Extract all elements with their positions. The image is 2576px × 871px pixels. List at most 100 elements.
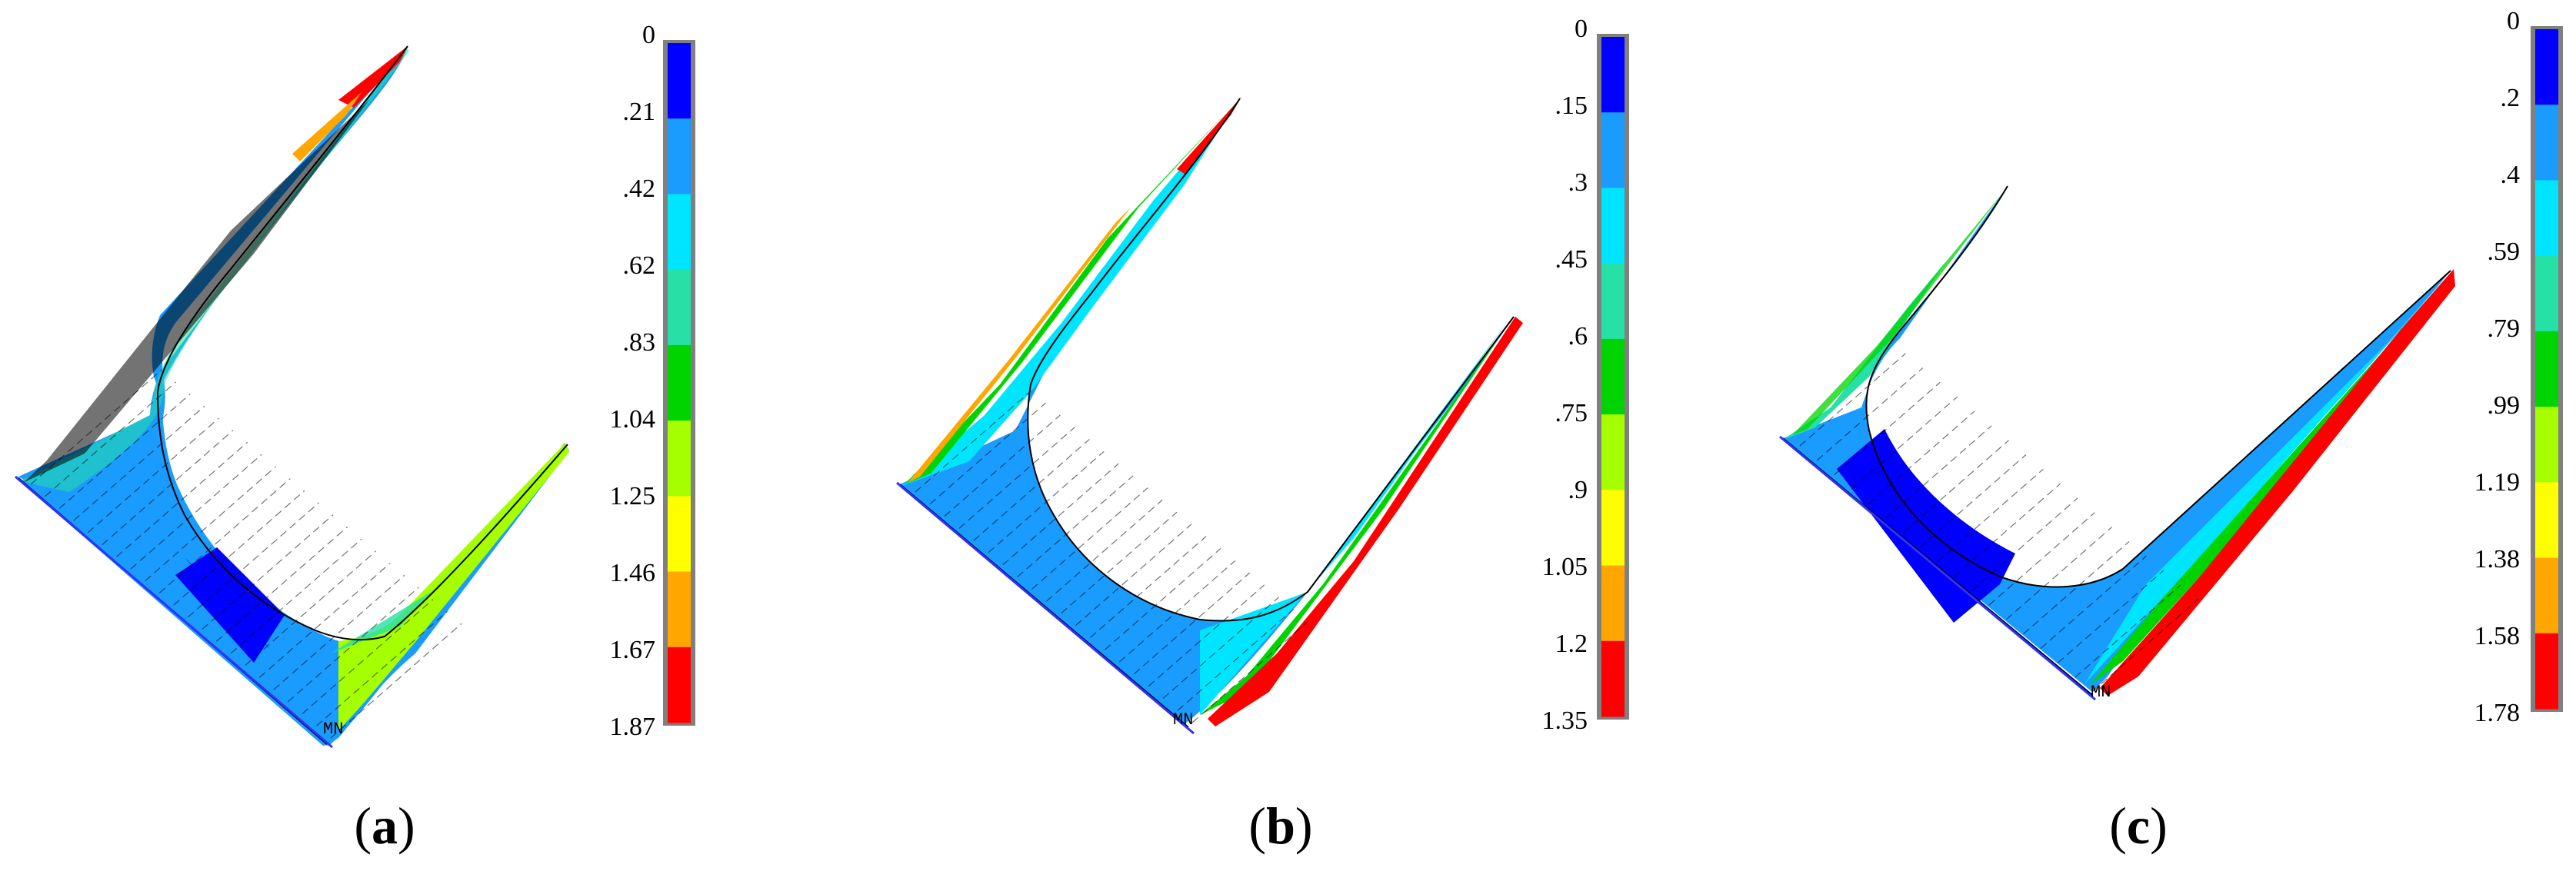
panel-c-contour-plot-mesh-line-10: [1971, 497, 2078, 591]
panel-b-contour-plot-mesh-line-1: [929, 402, 1046, 505]
panel-a-legend-tick-3: .62: [623, 251, 656, 280]
panel-c-contour-plot-mesh-line-1: [1816, 367, 1924, 461]
panel-c-base-edge: [1779, 435, 2096, 701]
panel-b-contour-plot-mesh-line-8: [1031, 487, 1148, 590]
panel-a-legend-tick-7: 1.46: [610, 559, 656, 587]
panel-b-legend-tick-7: 1.05: [1542, 553, 1588, 581]
panel-c-legend-tick-6: 1.19: [2474, 468, 2521, 497]
panel-b-node-marker: MN: [1173, 710, 1193, 730]
panel-c-legend-band-4: [2535, 331, 2558, 407]
panel-b-contour-plot-mesh-line-17: [1162, 597, 1280, 699]
panel-c-legend-tick-0: 0: [2507, 7, 2520, 35]
panel-b-legend: 0 .15 .3 .45 .6 .75 .9 1.05 1.2 1.35: [1542, 15, 1629, 735]
panel-b-contour-plot-mesh-line-4: [973, 438, 1090, 541]
panel-c-contour-plot-mesh-line-14: [2040, 555, 2147, 649]
panel-a-contour-plot-mesh-line-16: [258, 563, 391, 678]
panel-b-label: (b): [1248, 796, 1313, 855]
panel-c-legend-band-3: [2535, 255, 2558, 332]
panel-c-left-arm: [1783, 189, 2006, 440]
panel-a-legend-tick-0: 0: [642, 21, 655, 49]
panel-c-contour-plot-mesh-line-17: [2091, 599, 2198, 693]
panel-c-contour-plot-mesh-line-9: [1954, 483, 2061, 577]
panel-c-base-dark: [1837, 429, 2015, 623]
panel-a-contour-plot-mesh-line-20: [316, 610, 448, 726]
panel-a-legend-band-2: [668, 194, 691, 271]
panel-b-contour-plot-mesh-line-10: [1061, 511, 1178, 614]
panel-b-left-arm-orange: [908, 103, 1235, 483]
panel-a-contour-plot-mesh-line-14: [230, 538, 362, 654]
panel-a-legend-band-3: [668, 269, 691, 346]
panel-b-legend-tick-8: 1.2: [1555, 630, 1588, 658]
panel-c-legend-tick-4: .79: [2488, 314, 2521, 343]
panel-b-legend-tick-2: .3: [1568, 168, 1588, 197]
panel-a-legend-tick-1: .21: [623, 98, 656, 126]
panel-a-contour-plot: MN: [15, 45, 569, 749]
panel-c-contour-plot-mesh-line-4: [1868, 411, 1975, 504]
panel-a-contour-plot-mesh-line-1: [45, 381, 177, 497]
panel-a-contour-plot-mesh-line-18: [287, 587, 419, 703]
panel-b-base-edge: [896, 481, 1195, 735]
panel-b-contour-plot-mesh-line-9: [1046, 499, 1163, 602]
panel-a-legend-tick-6: 1.25: [610, 482, 656, 510]
panel-b-legend-band-1: [1601, 112, 1625, 188]
panel-c-legend-tick-2: .4: [2501, 161, 2521, 189]
panel-a-legend-band-4: [668, 344, 691, 421]
panel-a-legend-tick-2: .42: [623, 175, 656, 203]
panel-b-contour-plot-mesh-line-16: [1148, 584, 1265, 687]
panel-b-contour-plot-mesh-line-19: [1191, 620, 1308, 723]
panel-a-contour-plot-mesh-line-11: [187, 502, 319, 618]
panel-b-contour-plot-mesh-line-5: [988, 450, 1105, 554]
panel-a-contour-plot-mesh-line-17: [273, 574, 405, 690]
panel-c-contour-plot-mesh-line-12: [2005, 527, 2113, 620]
panel-b-contour-plot-mesh-line-0: [915, 390, 1031, 493]
panel-c-contour-plot-mesh-line-7: [1920, 454, 2027, 548]
panel-a-label: (a): [354, 796, 415, 855]
panel-c-contour-plot-mesh-line-16: [2074, 584, 2181, 678]
panel-b-legend-band-5: [1601, 414, 1625, 490]
panel-c-right-arm-green: [2089, 272, 2454, 686]
panel-b-legend-tick-1: .15: [1555, 91, 1588, 120]
panel-c-legend-band-0: [2535, 29, 2558, 105]
panel-c-contour-plot-mesh-line-6: [1902, 440, 2009, 534]
panel-c-right-arm-cyan: [2084, 274, 2449, 684]
panel-a-left-tip-orange: [292, 92, 362, 161]
panel-a-contour-plot-mesh-line-5: [102, 430, 234, 546]
panel-c-left-arm-green: [1792, 191, 2004, 435]
panel-a-legend-tick-8: 1.67: [610, 636, 656, 664]
panel-a-legend-band-7: [668, 571, 691, 648]
panel-a-contour-plot-mesh-line-3: [73, 405, 205, 521]
panel-a-legend-band-8: [668, 647, 691, 723]
panel-a-contour-plot-mesh-line-19: [302, 599, 434, 715]
panel-a-legend-tick-4: .83: [623, 328, 656, 357]
panel-c-legend-tick-9: 1.78: [2474, 699, 2521, 727]
panel-c-contour-plot: MN: [1779, 185, 2455, 702]
panel-c-legend-tick-1: .2: [2501, 84, 2521, 112]
panel-b-left-tip: [1177, 97, 1241, 174]
panel-c-legend-band-6: [2535, 482, 2558, 559]
panel-a-legend-band-0: [668, 43, 691, 119]
panel-a-contour-plot-mesh-line-10: [173, 490, 305, 606]
panel-a-legend-band-5: [668, 421, 691, 497]
panel-b-right-arm-cyan: [1200, 321, 1508, 715]
panel-b-legend-band-7: [1601, 565, 1625, 642]
panel-a-legend: 0 .21 .42 .62 .83 1.04 1.25 1.46 1.67 1.87: [610, 21, 695, 741]
panel-c-contour-plot-mesh-line-13: [2023, 540, 2130, 635]
panel-a-contour-plot-mesh-line-15: [245, 550, 377, 667]
panel-b-legend-tick-6: .9: [1568, 476, 1588, 504]
panel-b-right-arm-red: [1208, 317, 1523, 726]
panel-b-contour-plot-mesh-line-12: [1089, 536, 1207, 638]
panel-c-contour-plot-mesh-line-5: [1885, 425, 1992, 519]
panel-b-contour-plot-mesh-line-13: [1104, 548, 1221, 650]
panel-b-legend-band-0: [1601, 37, 1625, 113]
panel-a-contour-plot-mesh-line-9: [158, 478, 291, 593]
panel-a-base-band-2: [175, 547, 285, 663]
panel-a-contour-plot-mesh-line-21: [330, 623, 462, 739]
panel-a-contour-plot-mesh-line-8: [145, 466, 277, 582]
panel-c-legend-band-1: [2535, 105, 2558, 181]
panel-c-node-marker: MN: [2091, 683, 2111, 702]
panel-a-right-arm: [338, 443, 569, 730]
panel-b-legend-tick-9: 1.35: [1542, 706, 1588, 735]
panel-b-contour-plot-mesh-line-3: [958, 427, 1075, 529]
panel-c-legend-tick-5: .99: [2488, 391, 2521, 420]
